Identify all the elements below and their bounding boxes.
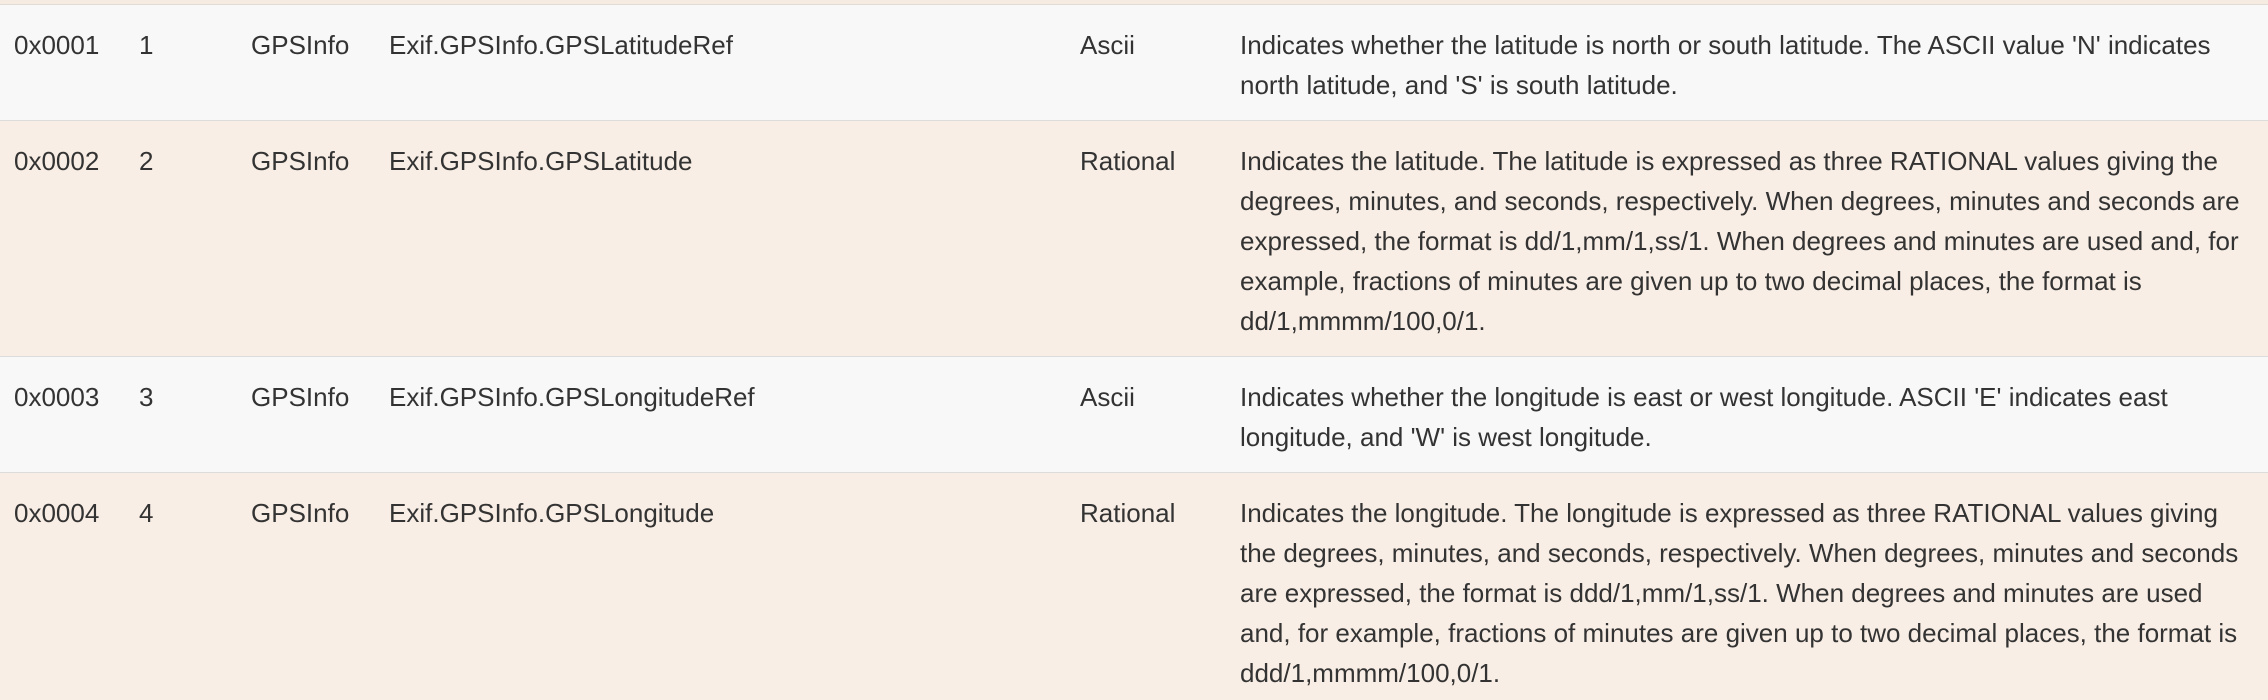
- exif-tag-table: 0x0001 1 GPSInfo Exif.GPSInfo.GPSLatitud…: [0, 5, 2268, 700]
- tag-dec-cell: 4: [139, 472, 251, 700]
- description-cell: Indicates the longitude. The longitude i…: [1240, 472, 2268, 700]
- description-cell: Indicates whether the longitude is east …: [1240, 356, 2268, 473]
- table-row: 0x0001 1 GPSInfo Exif.GPSInfo.GPSLatitud…: [0, 5, 2268, 121]
- tag-dec-cell: 2: [139, 120, 251, 357]
- description-cell: Indicates the latitude. The latitude is …: [1240, 120, 2268, 357]
- table-row: 0x0002 2 GPSInfo Exif.GPSInfo.GPSLatitud…: [0, 120, 2268, 357]
- table-row: 0x0004 4 GPSInfo Exif.GPSInfo.GPSLongitu…: [0, 472, 2268, 700]
- type-cell: Rational: [1080, 120, 1240, 357]
- type-cell: Rational: [1080, 472, 1240, 700]
- type-cell: Ascii: [1080, 5, 1240, 121]
- tag-hex-cell: 0x0004: [0, 472, 139, 700]
- ifd-cell: GPSInfo: [251, 472, 389, 700]
- table-row: 0x0003 3 GPSInfo Exif.GPSInfo.GPSLongitu…: [0, 356, 2268, 473]
- type-cell: Ascii: [1080, 356, 1240, 473]
- ifd-cell: GPSInfo: [251, 5, 389, 121]
- key-cell: Exif.GPSInfo.GPSLatitude: [389, 120, 1080, 357]
- tag-dec-cell: 3: [139, 356, 251, 473]
- key-cell: Exif.GPSInfo.GPSLatitudeRef: [389, 5, 1080, 121]
- ifd-cell: GPSInfo: [251, 120, 389, 357]
- ifd-cell: GPSInfo: [251, 356, 389, 473]
- tag-hex-cell: 0x0003: [0, 356, 139, 473]
- key-cell: Exif.GPSInfo.GPSLongitudeRef: [389, 356, 1080, 473]
- exif-tag-table-body: 0x0001 1 GPSInfo Exif.GPSInfo.GPSLatitud…: [0, 5, 2268, 700]
- description-cell: Indicates whether the latitude is north …: [1240, 5, 2268, 121]
- tag-dec-cell: 1: [139, 5, 251, 121]
- table-top-edge: [0, 0, 2268, 5]
- tag-hex-cell: 0x0002: [0, 120, 139, 357]
- key-cell: Exif.GPSInfo.GPSLongitude: [389, 472, 1080, 700]
- tag-hex-cell: 0x0001: [0, 5, 139, 121]
